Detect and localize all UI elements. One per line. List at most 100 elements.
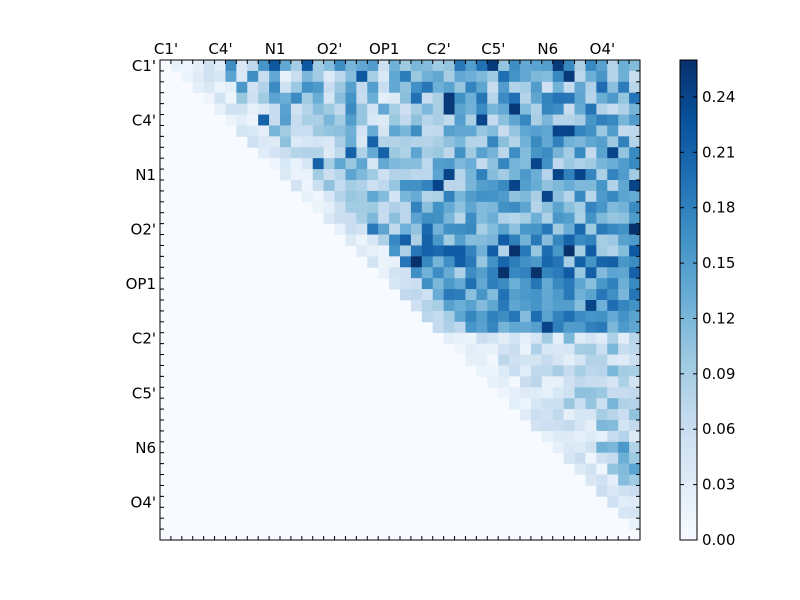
colorbar [679,59,698,541]
heatmap-cell [280,60,292,72]
heatmap-cell [541,387,554,399]
heatmap-cell [356,169,368,181]
heatmap-cell [454,332,466,345]
heatmap-cell [629,278,641,290]
heatmap-cell [563,409,575,421]
heatmap-cell [312,190,325,203]
heatmap-cell [378,223,390,235]
heatmap-cell [520,310,532,323]
heatmap-cell [378,180,390,192]
heatmap-cell [367,70,379,83]
colorbar-tick-label: 0.24 [702,88,735,106]
heatmap-cell [432,136,445,148]
heatmap-cell [290,81,303,94]
heatmap-cell [574,343,586,355]
heatmap-cell [498,180,510,192]
heatmap-cell [454,310,466,323]
heatmap-cell [487,223,499,235]
heatmap-cell [574,420,586,432]
heatmap-cell [629,518,641,530]
heatmap-cell [476,212,488,225]
heatmap-cell [312,201,325,214]
heatmap-cell [585,310,597,323]
heatmap-cell [607,376,619,388]
heatmap-cell [476,92,488,105]
heatmap-cell [585,256,597,268]
heatmap-cell [629,169,641,181]
heatmap-cell [443,201,455,214]
heatmap-cell [563,387,575,399]
heatmap-cell [530,420,543,432]
heatmap-cell [378,70,390,83]
heatmap-cell [509,289,521,301]
heatmap-cell [432,212,445,225]
heatmap-cell [585,300,597,312]
heatmap-cell [236,103,248,115]
heatmap-cell [432,256,445,268]
heatmap-cell [574,463,586,475]
heatmap-cell [487,169,499,181]
heatmap-cell [585,267,597,279]
heatmap-cell [345,114,357,126]
heatmap-cell [400,136,412,148]
heatmap-cell [509,256,521,268]
heatmap-cell [629,81,641,94]
heatmap-cell [618,70,630,83]
heatmap-cell [541,158,554,170]
heatmap-cell [509,180,521,192]
heatmap-cell [236,70,248,83]
heatmap-cell [290,180,303,192]
heatmap-cell [607,300,619,312]
heatmap-cell [607,365,619,377]
heatmap-cell [574,92,586,105]
heatmap-cell [410,147,423,159]
heatmap-cell [520,289,532,301]
heatmap-cell [629,463,641,475]
heatmap-cell [432,278,445,290]
heatmap-cell [520,343,532,355]
heatmap-cell [203,81,215,94]
heatmap-cell [454,190,466,203]
heatmap-cell [476,223,488,235]
heatmap-cell [214,103,226,115]
heatmap-cell [487,310,499,323]
heatmap-cell [389,190,401,203]
heatmap-cell [389,70,401,83]
heatmap-cell [389,223,401,235]
heatmap-cell [487,245,499,257]
heatmap-cell [400,92,412,105]
heatmap-cell [509,343,521,355]
heatmap-cell [541,343,554,355]
heatmap-cell [487,92,499,105]
heatmap-cell [530,256,543,268]
heatmap-cell [509,114,521,126]
x-tick-labels: C1' C4' N1 O2' OP1 C2' C5' N6 O4' [154,40,615,58]
heatmap-cell [421,81,434,94]
heatmap-cell [367,103,379,115]
heatmap-cell [400,147,412,159]
heatmap-cell [585,60,597,72]
heatmap-cell [345,70,357,83]
heatmap-cell [476,354,488,366]
heatmap-cell [607,60,619,72]
heatmap-cell [607,169,619,181]
heatmap-cell [443,300,455,312]
heatmap-cell [454,180,466,192]
heatmap-cell [563,278,575,290]
heatmap-cell [541,376,554,388]
heatmap-cell [443,81,455,94]
heatmap-cell [541,354,554,366]
heatmap-cell [225,114,237,126]
heatmap-cell [530,103,543,115]
heatmap-cell [476,125,488,137]
heatmap-cell [454,70,466,83]
heatmap-cell [356,92,368,105]
heatmap-cell [378,147,390,159]
heatmap-cell [400,81,412,94]
heatmap-cell [618,474,630,486]
heatmap-cell [389,114,401,126]
heatmap-cell [400,169,412,181]
heatmap-cell [465,234,477,246]
heatmap-cell [541,92,554,105]
